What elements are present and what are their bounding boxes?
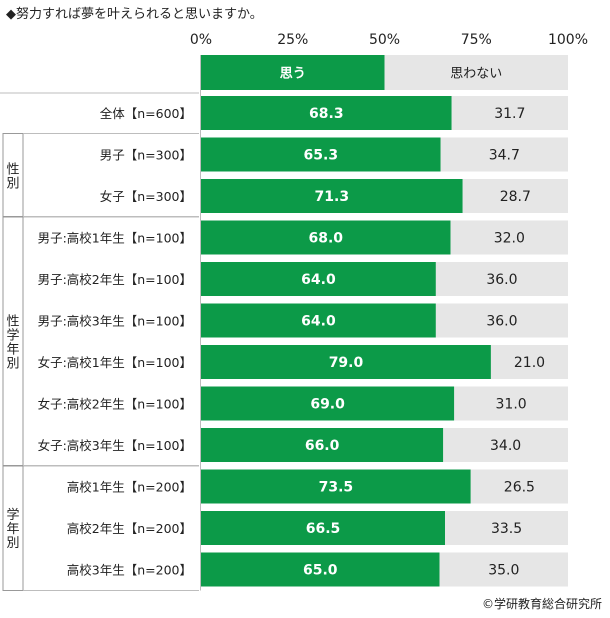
bar-disagree — [443, 428, 568, 462]
category-label: 男子:高校1年生【n=100】 — [38, 231, 192, 246]
data-label-agree: 66.5 — [306, 521, 341, 537]
copyright-credit: ©学研教育総合研究所 — [481, 597, 602, 611]
data-label-agree: 64.0 — [301, 314, 336, 330]
data-label-agree: 73.5 — [319, 480, 354, 496]
chart-title: ◆努力すれば夢を叶えられると思いますか。 — [6, 7, 263, 22]
data-label-disagree: 33.5 — [491, 521, 522, 537]
bar-disagree — [451, 96, 568, 130]
category-label: 高校1年生【n=200】 — [67, 480, 192, 495]
data-label-disagree: 32.0 — [494, 231, 525, 247]
bar-disagree — [440, 137, 568, 172]
data-label-agree: 65.0 — [303, 563, 338, 579]
group-label-char: 別 — [6, 536, 19, 551]
bar-agree — [201, 303, 436, 338]
category-label: 女子:高校1年生【n=100】 — [38, 355, 192, 370]
data-label-disagree: 36.0 — [486, 314, 517, 330]
category-label: 高校3年生【n=200】 — [67, 563, 192, 578]
bar-disagree — [450, 220, 568, 255]
bar-disagree — [445, 511, 568, 545]
group-bracket — [2, 465, 24, 591]
bar-agree — [201, 179, 463, 213]
data-label-agree: 71.3 — [315, 189, 350, 205]
bar-disagree — [462, 179, 568, 213]
bar-disagree — [490, 345, 568, 379]
bar-agree — [201, 469, 471, 504]
category-label: 女子:高校2年生【n=100】 — [38, 397, 192, 412]
bar-disagree — [470, 469, 568, 504]
data-label-disagree: 31.7 — [494, 106, 525, 122]
bar-agree — [201, 96, 452, 130]
data-label-agree: 64.0 — [301, 272, 336, 288]
category-label: 女子:高校3年生【n=100】 — [38, 438, 192, 453]
category-label: 男子:高校3年生【n=100】 — [38, 314, 192, 329]
data-label-agree: 69.0 — [310, 397, 345, 413]
group-label-char: 学 — [6, 507, 19, 523]
data-label-disagree: 28.7 — [500, 189, 531, 205]
data-label-agree: 66.0 — [305, 438, 340, 454]
bar-agree — [201, 511, 446, 545]
bar-disagree — [439, 552, 568, 587]
category-label: 男子【n=300】 — [100, 148, 192, 163]
x-tick-label: 50% — [369, 32, 400, 48]
data-label-agree: 68.3 — [309, 106, 344, 122]
x-tick-label: 75% — [461, 32, 492, 48]
group-label-char: 年 — [6, 342, 19, 357]
bar-agree — [201, 386, 455, 421]
category-label: 女子【n=300】 — [100, 189, 192, 204]
group-label-char: 年 — [6, 522, 19, 537]
bar-disagree — [454, 386, 568, 421]
category-label: 男子:高校2年生【n=100】 — [38, 272, 192, 287]
data-label-agree: 68.0 — [309, 231, 344, 247]
bar-agree — [201, 220, 451, 255]
legend-disagree-swatch — [384, 55, 568, 90]
bar-disagree — [435, 262, 568, 296]
data-label-disagree: 36.0 — [486, 272, 517, 288]
x-tick-label: 0% — [190, 32, 212, 48]
data-label-disagree: 21.0 — [514, 355, 545, 371]
data-label-agree: 65.3 — [304, 148, 339, 164]
data-label-disagree: 34.7 — [489, 148, 520, 164]
data-label-agree: 79.0 — [329, 355, 364, 371]
category-label: 全体【n=600】 — [100, 106, 192, 121]
group-label-char: 別 — [6, 356, 19, 371]
bar-agree — [201, 552, 440, 587]
bar-agree — [201, 137, 441, 172]
x-tick-label: 100% — [548, 32, 588, 48]
bar-disagree — [435, 303, 568, 338]
data-label-disagree: 26.5 — [504, 480, 535, 496]
group-label-char: 性 — [6, 162, 19, 177]
data-label-disagree: 34.0 — [490, 438, 521, 454]
data-label-disagree: 31.0 — [496, 397, 527, 413]
legend-agree-label: 思う — [280, 67, 306, 82]
legend-agree-swatch — [201, 55, 385, 90]
bar-agree — [201, 262, 436, 296]
x-tick-label: 25% — [277, 32, 308, 48]
group-label-char: 性 — [6, 314, 19, 329]
bar-agree — [201, 345, 491, 379]
data-label-disagree: 35.0 — [488, 563, 519, 579]
category-label: 高校2年生【n=200】 — [67, 521, 192, 536]
bar-agree — [201, 428, 444, 462]
group-label-char: 別 — [6, 176, 19, 191]
group-label-char: 学 — [6, 327, 19, 343]
legend-disagree-label: 思わない — [450, 67, 502, 82]
